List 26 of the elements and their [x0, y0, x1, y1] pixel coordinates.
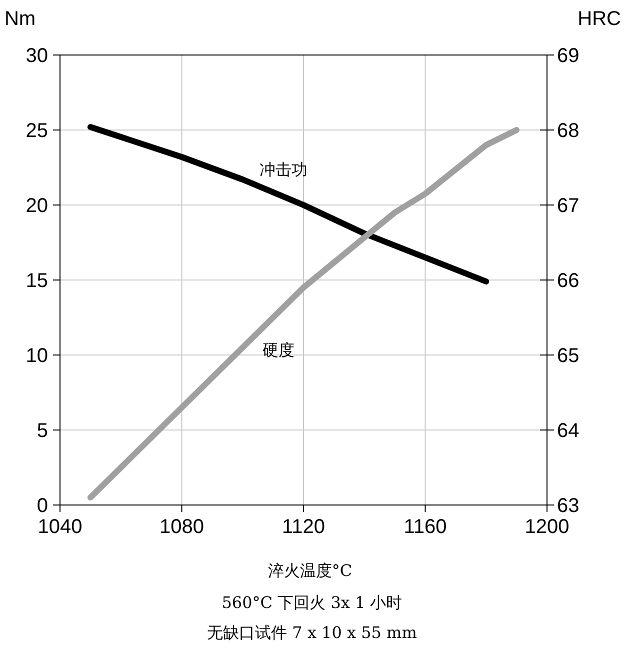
y2-tick-label: 68 — [557, 120, 580, 142]
y-tick-label: 15 — [26, 270, 48, 292]
y-tick-label: 10 — [26, 345, 48, 367]
y2-tick-label: 67 — [557, 195, 580, 217]
x-tick-label: 1080 — [160, 516, 204, 538]
y2-tick-label: 65 — [557, 345, 580, 367]
x-tick-label: 1120 — [282, 516, 326, 538]
y-tick-label: 0 — [36, 495, 48, 517]
x-tick-label: 1040 — [38, 516, 82, 538]
x-axis-title: 淬火温度°C — [268, 561, 352, 580]
y2-tick-label: 69 — [557, 45, 580, 67]
series-label: 硬度 — [262, 340, 295, 360]
x-tick-label: 1200 — [524, 516, 570, 538]
y-tick-label: 20 — [26, 195, 48, 217]
y-axis-title: Nm — [4, 8, 36, 30]
y-tick-label: 5 — [36, 420, 48, 442]
text: 560°C 下回火 3x 1 小时 — [222, 593, 402, 612]
y-tick-label: 30 — [26, 45, 48, 67]
text: 无缺口试件 7 x 10 x 55 mm — [207, 623, 417, 642]
y2-axis-title: HRC — [578, 8, 621, 30]
y-tick-label: 25 — [26, 120, 48, 142]
y2-tick-label: 64 — [557, 420, 580, 442]
x-tick-label: 1160 — [404, 516, 447, 538]
series-label: 冲击功 — [260, 160, 308, 179]
y2-tick-label: 66 — [557, 270, 580, 292]
y2-tick-label: 63 — [557, 495, 580, 517]
